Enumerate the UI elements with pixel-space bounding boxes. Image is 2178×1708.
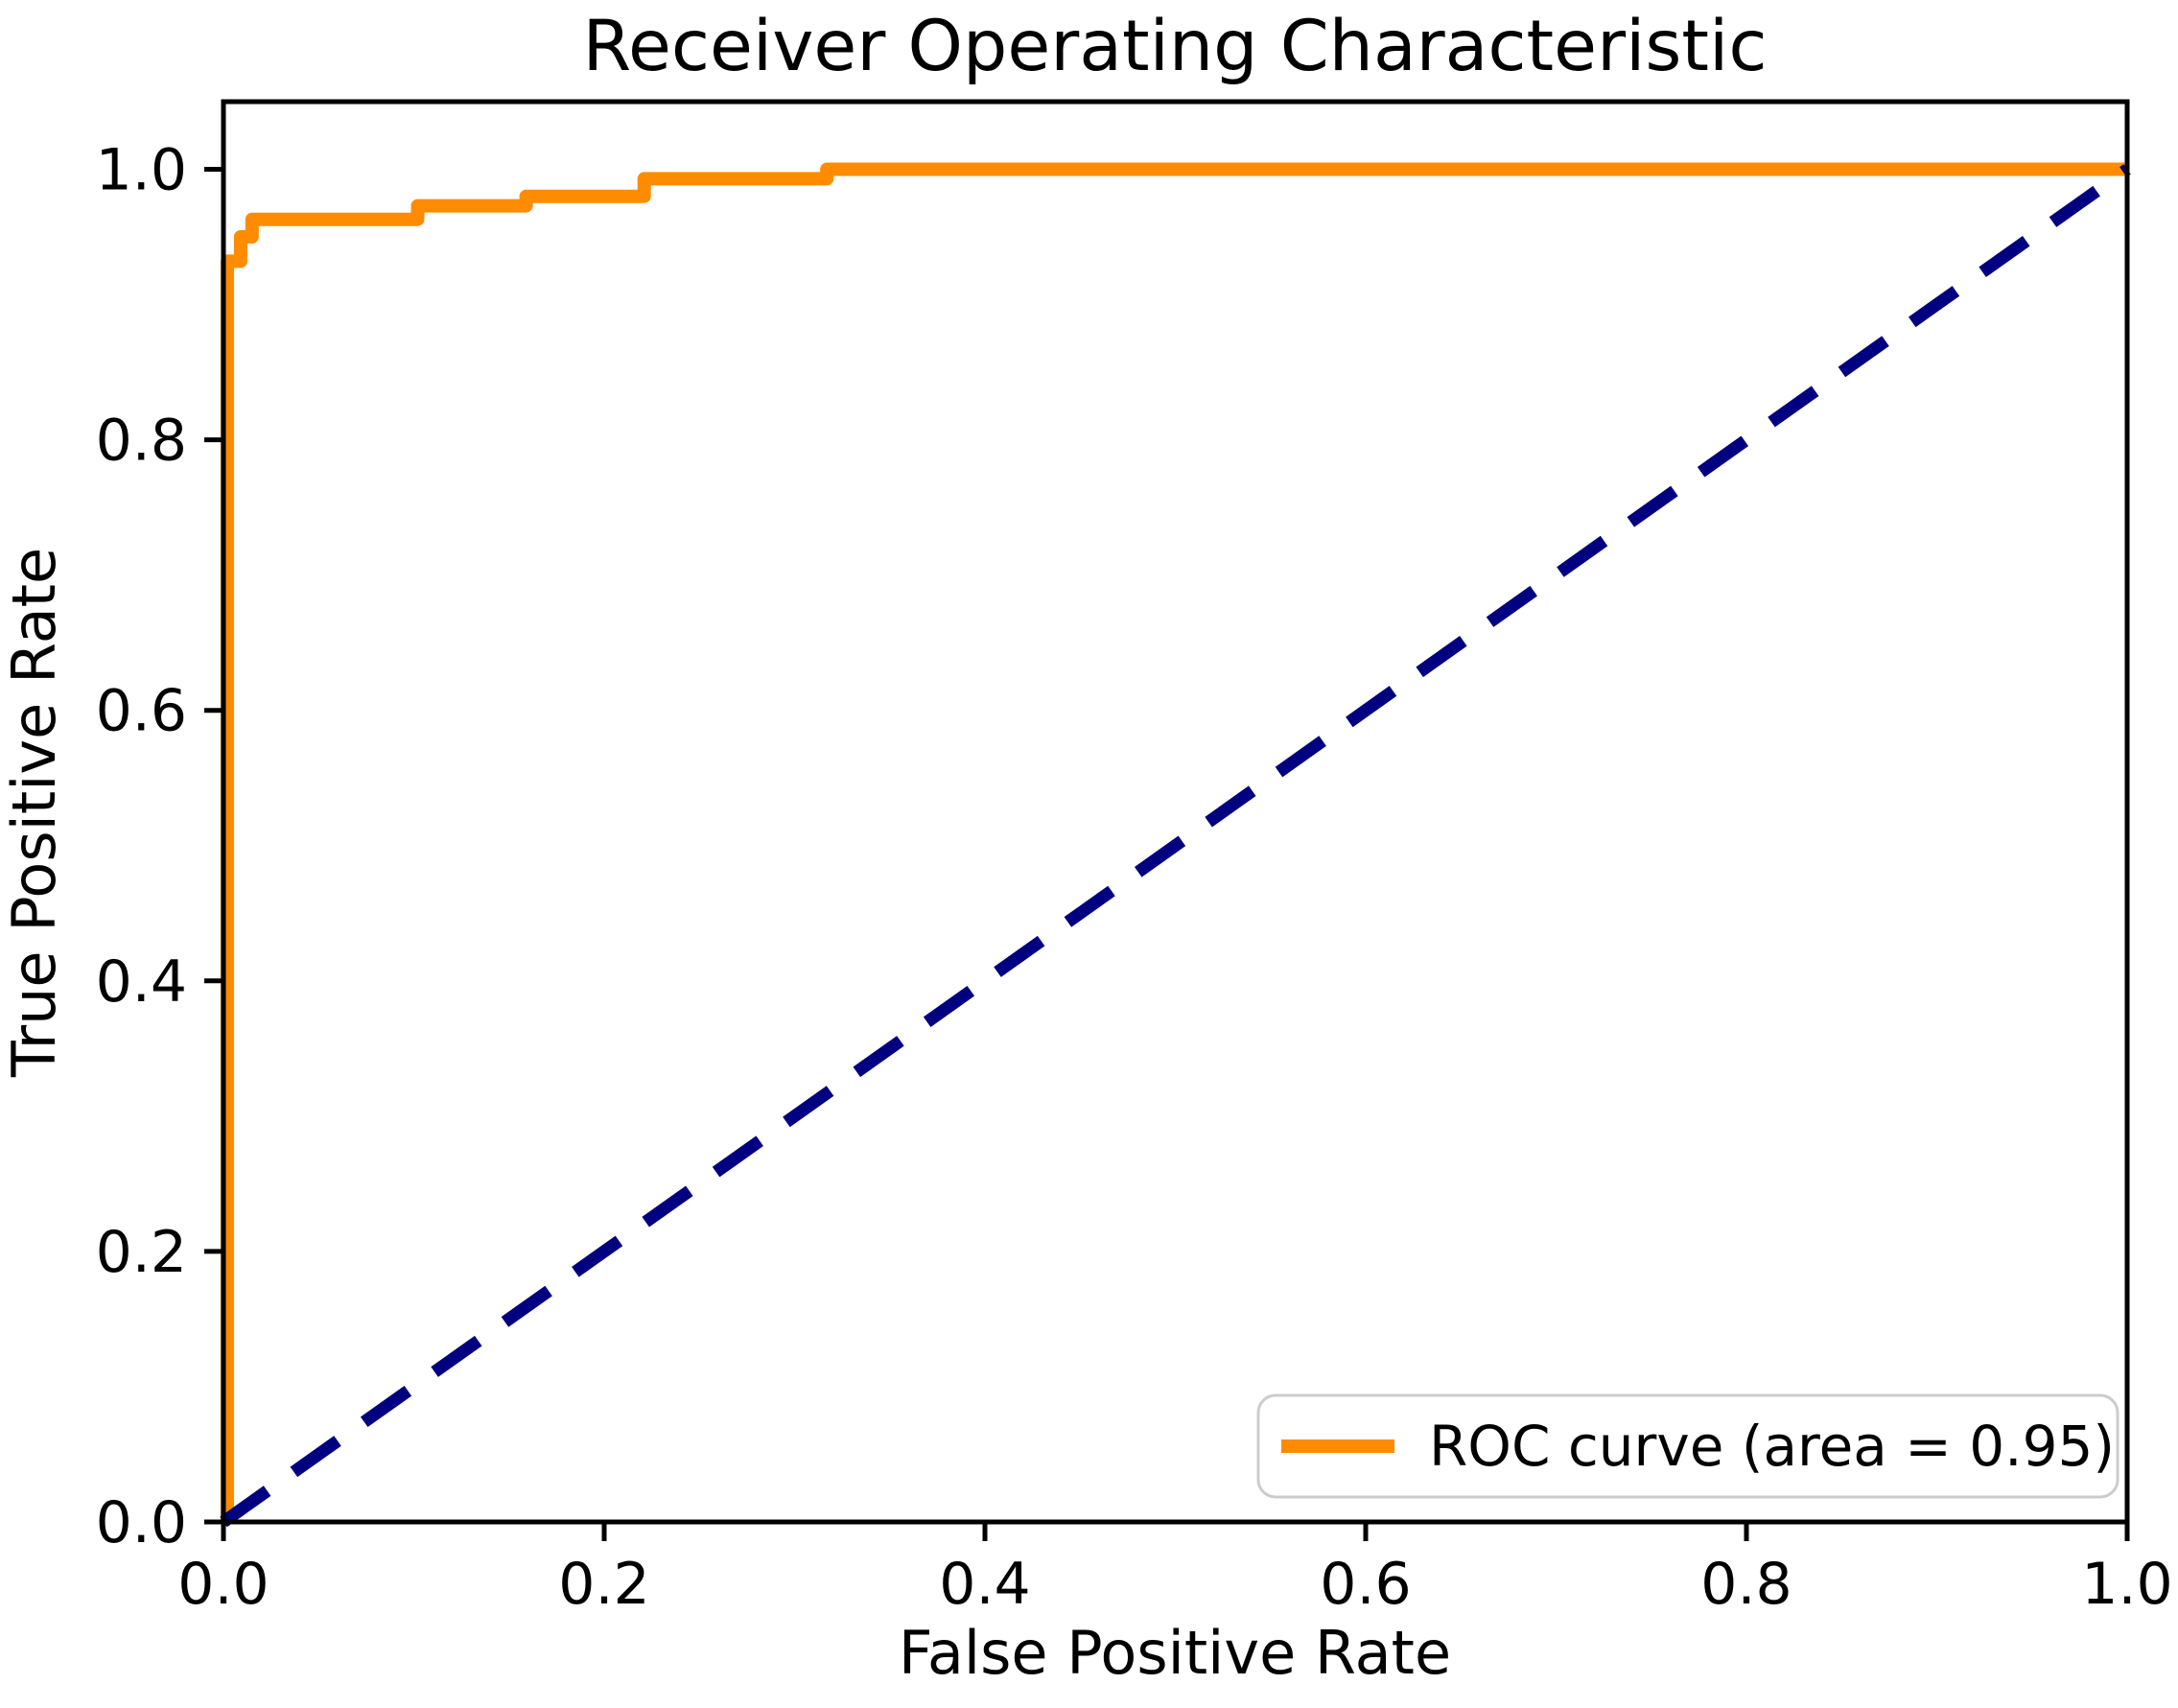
chance-diagonal-line (220, 164, 2131, 1528)
y-tick-label: 0.0 (96, 1489, 187, 1556)
y-tick-label: 1.0 (96, 137, 187, 204)
legend-label-roc: ROC curve (area = 0.95) (1429, 1414, 2115, 1479)
y-axis-label: True Positive Rate (0, 548, 69, 1078)
y-tick-label: 0.2 (96, 1219, 187, 1286)
roc-curve-line (221, 162, 2127, 1522)
series-group (220, 162, 2131, 1528)
plot-area (223, 102, 2127, 1522)
y-tick-label: 0.4 (96, 948, 187, 1016)
plot-border (221, 99, 2130, 1525)
y-tick-label: 0.6 (96, 678, 187, 745)
x-tick-label: 0.6 (1320, 1551, 1411, 1618)
x-tick-label: 0.2 (558, 1551, 649, 1618)
x-tick-label: 1.0 (2081, 1551, 2172, 1618)
legend: ROC curve (area = 0.95) (1256, 1393, 2119, 1499)
x-axis-label: False Positive Rate (899, 1618, 1451, 1688)
y-axis-ticks: 0.0 0.2 0.4 0.6 0.8 1.0 (96, 137, 223, 1556)
x-axis-ticks: 0.0 0.2 0.4 0.6 0.8 1.0 (177, 1522, 2173, 1618)
y-tick-label: 0.8 (96, 408, 187, 475)
x-tick-label: 0.4 (939, 1551, 1030, 1618)
x-tick-label: 0.0 (177, 1551, 269, 1618)
chart-title: Receiver Operating Characteristic (583, 6, 1768, 87)
x-tick-label: 0.8 (1700, 1551, 1792, 1618)
legend-box (1256, 1393, 2119, 1499)
